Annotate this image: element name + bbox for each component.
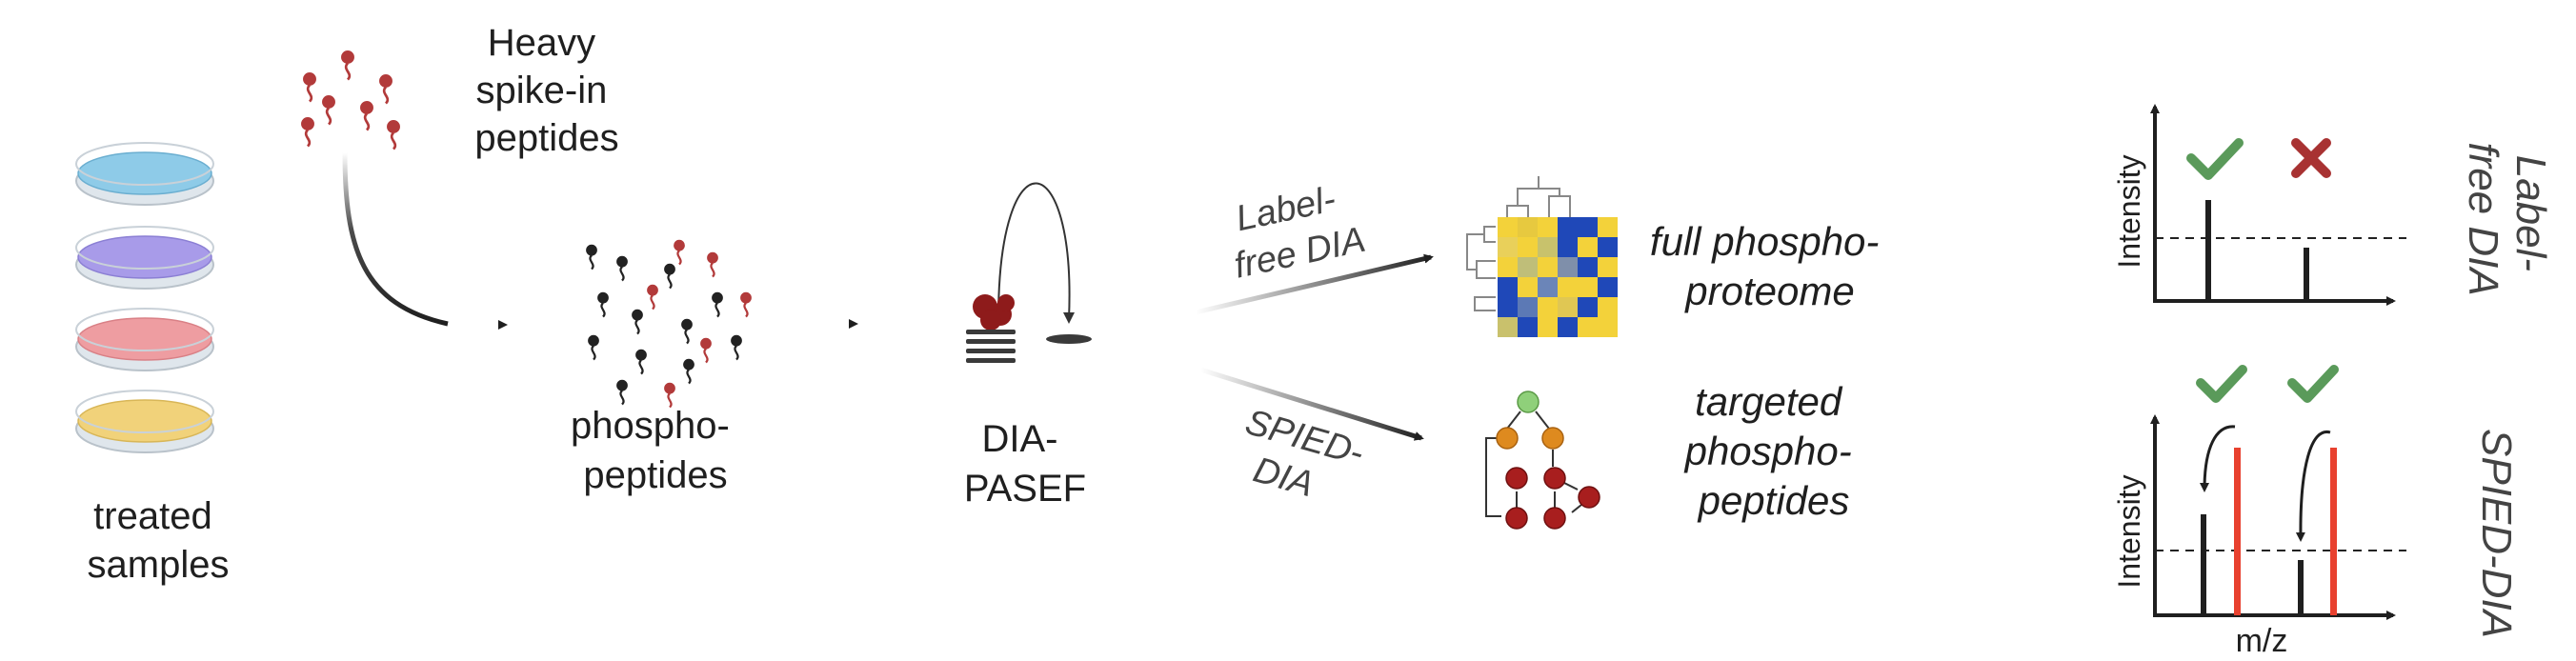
petri-dish-red xyxy=(75,308,214,371)
mz-axis-label: m/z xyxy=(2236,623,2288,659)
heatmap-cell xyxy=(1558,217,1578,237)
heatmap-cell xyxy=(1518,217,1538,237)
heatmap-cell xyxy=(1538,297,1558,317)
heatmap-cell xyxy=(1518,277,1538,297)
heatmap-cell xyxy=(1598,237,1618,257)
heatmap-cell xyxy=(1578,217,1598,237)
targeted-label: targeted phospho- peptides xyxy=(1683,379,1863,523)
spied-peak-1 xyxy=(2201,514,2206,615)
heatmap-cell xyxy=(1518,237,1538,257)
spike-label: Heavy spike-in peptides xyxy=(474,22,618,159)
spied-heavy-peak-1 xyxy=(2234,448,2241,615)
heatmap-cell xyxy=(1578,257,1598,277)
labelfree-spectrum: Intensity xyxy=(2112,104,2406,306)
heatmap-cell xyxy=(1538,257,1558,277)
heatmap-cell xyxy=(1538,237,1558,257)
cross-icon xyxy=(2291,138,2331,178)
signaling-network-icon xyxy=(1485,391,1600,530)
heatmap-cell xyxy=(1598,317,1618,337)
check-icon xyxy=(2186,138,2244,180)
heatmap-cell xyxy=(1598,297,1618,317)
spied-spectrum: Intensity m/z xyxy=(2112,365,2406,659)
intensity-axis-label: Intensity xyxy=(2112,154,2146,268)
heavy-peptide-cluster xyxy=(300,50,401,150)
full-proteome-label: full phospho- proteome xyxy=(1650,219,1890,313)
heatmap-cell xyxy=(1498,277,1518,297)
heatmap-cell xyxy=(1498,297,1518,317)
heatmap-cell xyxy=(1518,317,1538,337)
heatmap-cell xyxy=(1558,257,1578,277)
heatmap-cell xyxy=(1538,217,1558,237)
labelfree-peak-2 xyxy=(2304,248,2309,301)
side-spied-label: SPIED-DIA xyxy=(2473,429,2520,638)
samples-label: treated samples xyxy=(88,495,230,586)
heatmap-cell xyxy=(1558,237,1578,257)
clustered-heatmap-icon xyxy=(1466,176,1618,337)
check-icon xyxy=(2287,365,2339,403)
heatmap-cell xyxy=(1558,277,1578,297)
branch-arrows xyxy=(1195,253,1434,441)
heatmap-cell xyxy=(1598,257,1618,277)
heatmap-cell xyxy=(1578,277,1598,297)
heatmap-cell xyxy=(1598,277,1618,297)
heatmap-cell xyxy=(1558,317,1578,337)
heatmap-cell xyxy=(1518,257,1538,277)
spied-heavy-peak-2 xyxy=(2330,448,2337,615)
labelfree-branch-label: Label- free DIA xyxy=(1221,175,1369,287)
heatmap-cell xyxy=(1578,237,1598,257)
side-labelfree-label: Label- free DIA xyxy=(2460,142,2554,295)
heatmap-cell xyxy=(1498,217,1518,237)
labelfree-peak-1 xyxy=(2205,200,2211,301)
heatmap-cell xyxy=(1498,237,1518,257)
heatmap-cell xyxy=(1578,297,1598,317)
petri-dish-yellow xyxy=(75,390,214,453)
heatmap-cell xyxy=(1518,297,1538,317)
petri-dish-blue xyxy=(75,142,214,206)
intensity-axis-label: Intensity xyxy=(2112,474,2146,588)
petri-dish-purple xyxy=(75,226,214,290)
heatmap-cell xyxy=(1558,297,1578,317)
heatmap-cell xyxy=(1578,317,1598,337)
phospho-label: phospho- peptides xyxy=(571,405,740,496)
diapasef-icon xyxy=(966,182,1092,363)
phosphopeptide-mixture xyxy=(585,239,753,409)
petri-dish-stack xyxy=(75,142,214,453)
heatmap-cell xyxy=(1498,317,1518,337)
heatmap-cell xyxy=(1538,317,1558,337)
heatmap-cell xyxy=(1498,257,1518,277)
heatmap-cell xyxy=(1538,277,1558,297)
heatmap-cell xyxy=(1598,217,1618,237)
spied-peak-2 xyxy=(2298,560,2304,615)
merge-arrow xyxy=(281,151,508,330)
diapasef-label: DIA- PASEF xyxy=(964,418,1086,510)
check-icon xyxy=(2196,365,2247,403)
